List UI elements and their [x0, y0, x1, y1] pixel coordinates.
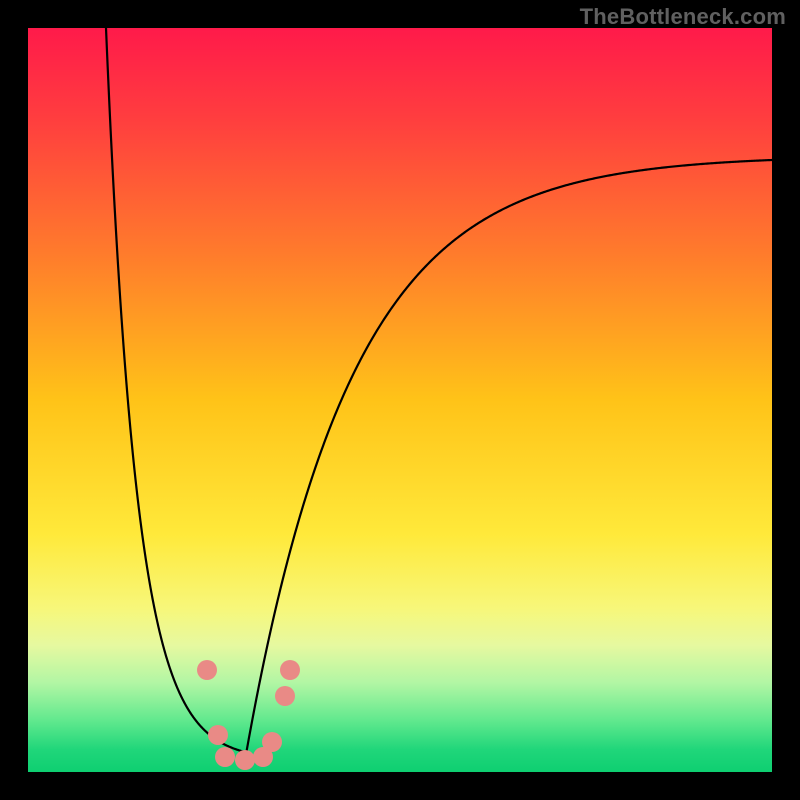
- marker-dot: [215, 747, 235, 767]
- marker-dot: [262, 732, 282, 752]
- marker-dot: [197, 660, 217, 680]
- chart-stage: TheBottleneck.com: [0, 0, 800, 800]
- chart-svg: [0, 0, 800, 800]
- marker-dot: [275, 686, 295, 706]
- marker-dot: [235, 750, 255, 770]
- marker-dot: [208, 725, 228, 745]
- gradient-background: [28, 28, 772, 772]
- marker-dot: [280, 660, 300, 680]
- watermark-label: TheBottleneck.com: [580, 4, 786, 30]
